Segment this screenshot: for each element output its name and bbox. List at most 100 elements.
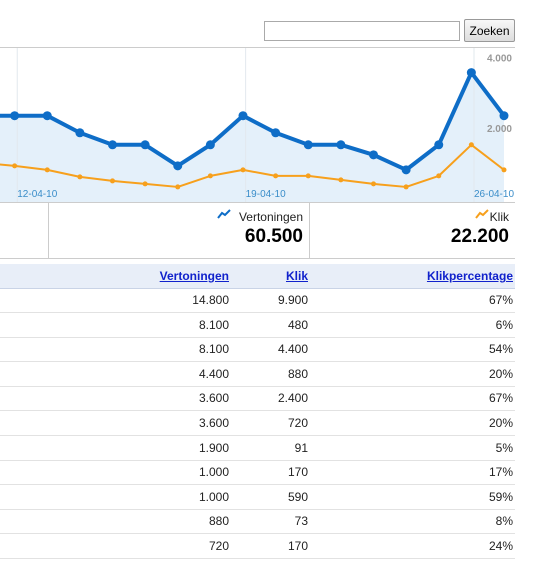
- table-row: 3.600 2.400 67%: [0, 386, 515, 412]
- table-cell: 880: [208, 514, 229, 529]
- table-cell: 1.900: [198, 440, 229, 455]
- table-cell: 14.800: [192, 293, 229, 307]
- data-point: [173, 161, 183, 171]
- table-cell: 4.400: [277, 342, 308, 357]
- data-point: [271, 128, 281, 138]
- total-label: Klik: [489, 210, 509, 224]
- table-row: 8.100 4.400 54%: [0, 337, 515, 363]
- table-row: 1.000 170 17%: [0, 460, 515, 486]
- data-point: [44, 167, 50, 173]
- table-cell: 8.100: [198, 317, 229, 332]
- data-point: [238, 111, 248, 121]
- table-cell: 8%: [495, 514, 513, 529]
- data-point: [240, 167, 246, 173]
- table-cell: 590: [287, 489, 308, 504]
- y-tick-label: 4.000: [487, 54, 512, 65]
- total-clicks: Klik 22.200: [309, 203, 515, 258]
- table-cell: 59%: [488, 489, 513, 504]
- table-row: 4.400 880 20%: [0, 362, 515, 387]
- table-row: 3.600 720 20%: [0, 411, 515, 436]
- data-point: [305, 173, 311, 179]
- x-tick-label: 26-04-10: [474, 189, 514, 200]
- search-button[interactable]: Zoeken: [464, 19, 515, 42]
- data-point: [371, 181, 376, 187]
- table-cell: 17%: [488, 465, 513, 480]
- table-cell: 4.400: [198, 366, 229, 381]
- table-cell: 3.600: [198, 391, 229, 406]
- table-cell: 20%: [488, 416, 513, 430]
- table-cell: 8.100: [198, 342, 229, 357]
- table-cell: 170: [287, 465, 308, 480]
- table-cell: 170: [287, 539, 308, 553]
- column-header[interactable]: Klikpercentage: [426, 269, 513, 283]
- table-row: 8.100 480 6%: [0, 313, 515, 338]
- data-point: [336, 140, 346, 150]
- x-tick-label: 12-04-10: [17, 189, 57, 200]
- table-cell: 5%: [495, 440, 513, 455]
- table-cell: 6%: [495, 317, 513, 332]
- table-cell: 73: [294, 514, 308, 529]
- icon-line: [475, 209, 489, 219]
- total-value: 22.200: [450, 226, 509, 247]
- icon-line: [217, 209, 231, 219]
- area: [0, 72, 504, 202]
- table-cell: 880: [287, 366, 308, 381]
- y-tick-label: 2.000: [487, 124, 512, 135]
- data-point: [501, 167, 507, 173]
- table-cell: 67%: [488, 391, 513, 406]
- data-point: [10, 111, 20, 121]
- table-cell: 24%: [488, 539, 513, 553]
- column-header[interactable]: Klik: [285, 269, 308, 283]
- data-point: [75, 128, 85, 138]
- table-cell: 3.600: [198, 416, 229, 430]
- data-point: [12, 163, 18, 169]
- data-point: [436, 173, 442, 179]
- data-point: [77, 174, 83, 180]
- table-row: 1.000 590 59%: [0, 485, 515, 510]
- table-row: 880 73 8%: [0, 509, 515, 535]
- data-point: [468, 142, 474, 148]
- table-row: 14.800 9.900 67%: [0, 288, 515, 313]
- table-cell: 720: [287, 416, 308, 430]
- table-cell: 720: [208, 539, 229, 553]
- total-label: Vertoningen: [238, 210, 303, 224]
- data-point: [303, 140, 313, 150]
- table-row: 1.900 91 5%: [0, 436, 515, 461]
- data-point: [175, 184, 181, 190]
- data-point: [142, 181, 148, 187]
- data-point: [207, 173, 213, 179]
- table-cell: 54%: [488, 342, 513, 357]
- total-impressions: Vertoningen 60.500: [48, 203, 309, 258]
- data-point: [338, 177, 344, 183]
- search-input[interactable]: [264, 21, 460, 41]
- table-cell: 20%: [488, 366, 513, 381]
- totals: Vertoningen 60.500 Klik 22.200: [0, 203, 515, 259]
- column-header[interactable]: Vertoningen: [159, 269, 229, 283]
- data-point: [499, 111, 509, 121]
- total-value: 60.500: [244, 226, 303, 247]
- data-point: [403, 184, 409, 190]
- data-point: [140, 140, 150, 150]
- table-cell: 9.900: [277, 293, 308, 307]
- table-cell: 480: [287, 317, 308, 332]
- chart: 2.000 4.000 12-04-10 19-04-10 26-04-10: [0, 47, 515, 203]
- data-point: [369, 150, 378, 160]
- data-point: [466, 68, 476, 78]
- table-cell: 67%: [488, 293, 513, 307]
- table-cell: 1.000: [198, 489, 229, 504]
- table-cell: 2.400: [277, 391, 308, 406]
- data-point: [110, 178, 115, 184]
- series-icon: [475, 209, 489, 219]
- table-header: Vertoningen Klik Klikpercentage: [0, 264, 515, 289]
- data-point: [108, 140, 117, 150]
- series-icon: [217, 209, 231, 219]
- data-point: [273, 173, 279, 179]
- data-point: [434, 140, 444, 150]
- table-cell: 91: [294, 440, 308, 455]
- table-cell: 1.000: [198, 465, 229, 480]
- table-row: 720 170 24%: [0, 534, 515, 559]
- data-point: [401, 165, 411, 175]
- x-tick-label: 19-04-10: [246, 189, 286, 200]
- data-point: [205, 140, 215, 150]
